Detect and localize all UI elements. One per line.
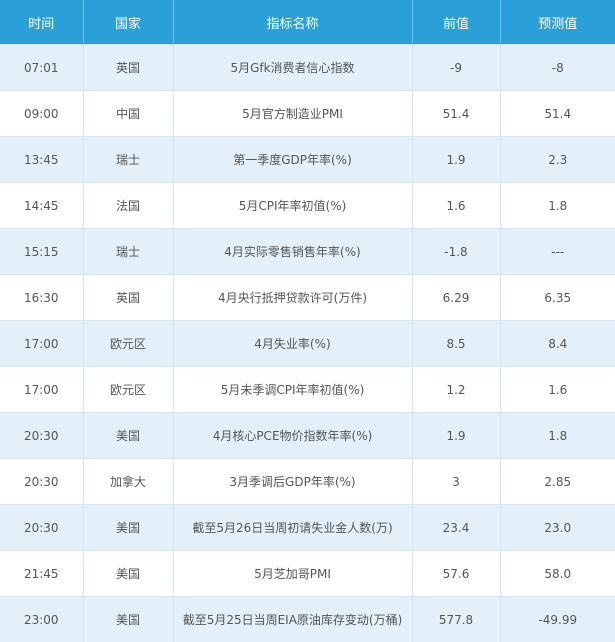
table-cell: 3月季调后GDP年率(%)	[173, 458, 413, 505]
table-cell: -49.99	[500, 596, 615, 642]
table-cell: 15:15	[0, 228, 84, 275]
table-cell: 2.85	[500, 458, 615, 505]
table-cell: 20:30	[0, 504, 84, 551]
table-cell: 23:00	[0, 596, 84, 642]
table-row: 13:45 瑞士 第一季度GDP年率(%) 1.9 2.3	[0, 136, 615, 183]
header-cell: 预测值	[500, 0, 615, 45]
table-cell: 8.5	[412, 320, 501, 367]
table-cell: 577.8	[412, 596, 501, 642]
header-cell: 国家	[83, 0, 174, 45]
table-cell: 23.4	[412, 504, 501, 551]
table-cell: 4月实际零售销售年率(%)	[173, 228, 413, 275]
table-cell: 23.0	[500, 504, 615, 551]
table-cell: 美国	[83, 412, 174, 459]
table-cell: 瑞士	[83, 228, 174, 275]
table-cell: 1.6	[500, 366, 615, 413]
table-cell: 欧元区	[83, 366, 174, 413]
table-row: 17:00 欧元区 4月失业率(%) 8.5 8.4	[0, 320, 615, 367]
table-cell: 20:30	[0, 458, 84, 505]
header-cell: 时间	[0, 0, 84, 45]
table-cell: 加拿大	[83, 458, 174, 505]
table-cell: 截至5月25日当周EIA原油库存变动(万桶)	[173, 596, 413, 642]
table-cell: 5月CPI年率初值(%)	[173, 182, 413, 229]
table-cell: 6.29	[412, 274, 501, 321]
table-row: 07:01 英国 5月Gfk消费者信心指数 -9 -8	[0, 44, 615, 91]
table-cell: 英国	[83, 44, 174, 91]
table-cell: 5月未季调CPI年率初值(%)	[173, 366, 413, 413]
table-row: 09:00 中国 5月官方制造业PMI 51.4 51.4	[0, 90, 615, 137]
table-cell: 20:30	[0, 412, 84, 459]
table-cell: 美国	[83, 550, 174, 597]
table-cell: -8	[500, 44, 615, 91]
table-cell: 5月官方制造业PMI	[173, 90, 413, 137]
table-cell: 1.8	[500, 182, 615, 229]
table-row: 16:30 英国 4月央行抵押贷款许可(万件) 6.29 6.35	[0, 274, 615, 321]
table-row: 21:45 美国 5月芝加哥PMI 57.6 58.0	[0, 550, 615, 597]
table-cell: 17:00	[0, 320, 84, 367]
table-cell: ---	[500, 228, 615, 275]
table-cell: 4月核心PCE物价指数年率(%)	[173, 412, 413, 459]
table-row: 15:15 瑞士 4月实际零售销售年率(%) -1.8 ---	[0, 228, 615, 275]
table-cell: 3	[412, 458, 501, 505]
table-cell: 5月Gfk消费者信心指数	[173, 44, 413, 91]
table-cell: 中国	[83, 90, 174, 137]
table-cell: 截至5月26日当周初请失业金人数(万)	[173, 504, 413, 551]
table-cell: 4月央行抵押贷款许可(万件)	[173, 274, 413, 321]
table-row: 14:45 法国 5月CPI年率初值(%) 1.6 1.8	[0, 182, 615, 229]
table-cell: 07:01	[0, 44, 84, 91]
header-row: 时间 国家 指标名称 前值 预测值	[0, 0, 615, 45]
table-body: 07:01 英国 5月Gfk消费者信心指数 -9 -8 09:00 中国 5月官方制造业PMI…	[0, 44, 615, 642]
table-cell: 美国	[83, 596, 174, 642]
table-cell: -1.8	[412, 228, 501, 275]
table-row: 20:30 美国 截至5月26日当周初请失业金人数(万) 23.4 23.0	[0, 504, 615, 551]
table-cell: 1.2	[412, 366, 501, 413]
table-cell: 58.0	[500, 550, 615, 597]
table-row: 17:00 欧元区 5月未季调CPI年率初值(%) 1.2 1.6	[0, 366, 615, 413]
table-cell: 57.6	[412, 550, 501, 597]
header-cell: 指标名称	[173, 0, 413, 45]
table-cell: 14:45	[0, 182, 84, 229]
table-cell: -9	[412, 44, 501, 91]
table-cell: 1.9	[412, 412, 501, 459]
table-cell: 51.4	[412, 90, 501, 137]
table-cell: 2.3	[500, 136, 615, 183]
table-cell: 1.6	[412, 182, 501, 229]
table-cell: 6.35	[500, 274, 615, 321]
table-cell: 欧元区	[83, 320, 174, 367]
table-cell: 1.8	[500, 412, 615, 459]
table-row: 20:30 美国 4月核心PCE物价指数年率(%) 1.9 1.8	[0, 412, 615, 459]
table-cell: 第一季度GDP年率(%)	[173, 136, 413, 183]
table-cell: 21:45	[0, 550, 84, 597]
table-cell: 瑞士	[83, 136, 174, 183]
table-cell: 51.4	[500, 90, 615, 137]
table-cell: 16:30	[0, 274, 84, 321]
table-row: 23:00 美国 截至5月25日当周EIA原油库存变动(万桶) 577.8 -49.99	[0, 596, 615, 642]
table-cell: 13:45	[0, 136, 84, 183]
table-cell: 法国	[83, 182, 174, 229]
table-cell: 1.9	[412, 136, 501, 183]
table-cell: 英国	[83, 274, 174, 321]
table-cell: 5月芝加哥PMI	[173, 550, 413, 597]
header-cell: 前值	[412, 0, 501, 45]
table-cell: 17:00	[0, 366, 84, 413]
table-row: 20:30 加拿大 3月季调后GDP年率(%) 3 2.85	[0, 458, 615, 505]
table-cell: 8.4	[500, 320, 615, 367]
table-cell: 美国	[83, 504, 174, 551]
table-cell: 4月失业率(%)	[173, 320, 413, 367]
table-cell: 09:00	[0, 90, 84, 137]
